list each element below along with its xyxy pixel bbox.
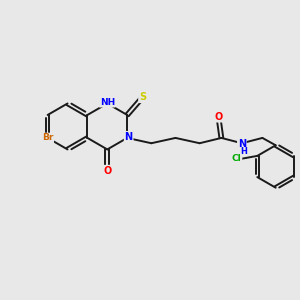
Text: O: O [103,166,111,176]
Text: S: S [139,92,146,102]
Text: Br: Br [42,134,53,142]
Text: N: N [124,132,133,142]
Text: O: O [214,112,223,122]
Text: H: H [240,147,247,156]
Text: Cl: Cl [232,154,242,163]
Text: NH: NH [100,98,115,107]
Text: N: N [238,140,246,149]
